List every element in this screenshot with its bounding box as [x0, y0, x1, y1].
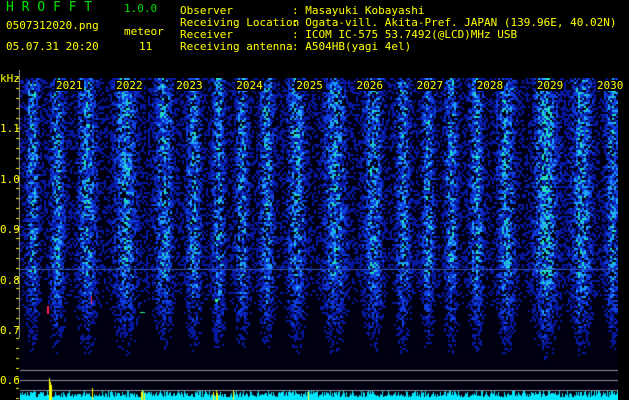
y-axis-ticks	[0, 70, 20, 400]
x-axis-year-label: 2023	[175, 79, 204, 92]
x-axis-year-label: 2027	[415, 79, 445, 92]
y-axis-label: 1.0	[0, 173, 20, 186]
x-axis-year-label: 2030	[595, 79, 625, 92]
file-datetime: 05.07.31 20:20	[6, 40, 99, 53]
x-axis-year-label: 2029	[535, 79, 565, 92]
y-axis-label: 0.9	[0, 223, 20, 236]
x-axis-year-label: 2025	[295, 79, 324, 92]
y-axis-unit: kHz	[0, 72, 20, 85]
x-axis-year-label: 2028	[475, 79, 505, 92]
x-axis-year-label: 2021	[55, 79, 84, 92]
receiver-label: Receiver	[180, 28, 233, 41]
app-title: H R O F F T	[6, 0, 93, 15]
antenna-label: Receiving antenna	[180, 40, 293, 53]
observer-value: : Masayuki Kobayashi	[292, 4, 425, 17]
receiver-value: : ICOM IC-575 53.7492(@LCD)MHz USB	[292, 28, 518, 41]
x-axis-year-label: 2024	[235, 79, 264, 92]
observer-label: Observer	[180, 4, 233, 17]
x-axis-year-label: 2026	[355, 79, 384, 92]
location-value: : Ogata-vill. Akita-Pref. JAPAN (139.96E…	[292, 16, 617, 29]
meteor-label: meteor	[124, 25, 164, 38]
spectrogram	[20, 78, 618, 400]
antenna-value: : A504HB(yagi 4el)	[292, 40, 412, 53]
x-axis-year-label: 2022	[115, 79, 144, 92]
y-axis-label: 0.7	[0, 324, 20, 337]
y-axis-label: 0.6	[0, 374, 20, 387]
location-label: Receiving Location	[180, 16, 300, 29]
app-version: 1.0.0	[124, 2, 158, 15]
y-axis-label: 1.1	[0, 122, 20, 135]
meteor-count: 11	[139, 40, 153, 53]
y-axis-label: 0.8	[0, 274, 20, 287]
file-name: 0507312020.png	[6, 19, 99, 32]
